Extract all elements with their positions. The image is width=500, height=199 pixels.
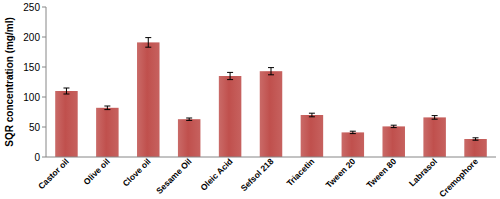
error-stem	[311, 113, 312, 117]
bars	[55, 38, 487, 157]
error-stem	[66, 88, 67, 94]
x-tick-label: Cremophore	[437, 156, 480, 199]
error-cap	[473, 140, 479, 141]
error-cap	[432, 115, 438, 116]
y-tick-label: 150	[23, 62, 40, 73]
error-bar	[63, 88, 69, 94]
x-tick-label: Tween 80	[364, 156, 398, 190]
x-tick-label: Oleic Acid	[198, 156, 234, 192]
error-cap	[473, 137, 479, 138]
error-bar	[391, 125, 397, 127]
x-tick-label: Olive oil	[81, 156, 111, 186]
error-stem	[148, 38, 149, 48]
error-cap	[104, 109, 110, 110]
bar	[219, 76, 242, 157]
y-tick-label: 200	[23, 32, 40, 43]
error-stem	[271, 68, 272, 75]
error-bar	[432, 116, 438, 120]
error-cap	[309, 116, 315, 117]
error-bar	[350, 131, 356, 133]
bar	[55, 91, 78, 157]
bar	[423, 117, 446, 157]
x-tick-label: Sefsol 218	[239, 156, 276, 193]
error-cap	[350, 131, 356, 132]
error-cap	[186, 118, 192, 119]
x-tick-label: Triacetin	[285, 156, 317, 188]
error-bar	[309, 113, 315, 117]
x-tick-label: Tween 20	[324, 156, 358, 190]
error-stem	[434, 116, 435, 120]
error-cap	[104, 106, 110, 107]
bar	[260, 71, 283, 157]
error-cap	[63, 88, 69, 89]
y-tick	[42, 97, 46, 98]
bar	[464, 139, 487, 157]
error-cap	[350, 133, 356, 134]
x-tick-label: Sesame Oil	[154, 156, 193, 195]
error-cap	[145, 47, 151, 48]
error-cap	[391, 127, 397, 128]
bar	[137, 42, 160, 157]
y-tick	[42, 67, 46, 68]
chart: 0 50 100 150 200 250 SQR concentration (mg/ml)…	[0, 0, 500, 199]
error-cap	[309, 113, 315, 114]
y-tick	[42, 127, 46, 128]
error-cap	[268, 74, 274, 75]
y-tick-label: 100	[23, 92, 40, 103]
error-cap	[145, 37, 151, 38]
error-bar	[145, 38, 151, 48]
x-tick-label: Labrasol	[407, 156, 439, 188]
x-tick-label: Clove oil	[121, 156, 153, 188]
error-bar	[268, 68, 274, 75]
error-stem	[107, 106, 108, 110]
error-cap	[391, 125, 397, 126]
bar	[342, 132, 365, 157]
y-tick	[42, 7, 46, 8]
error-cap	[227, 79, 233, 80]
y-tick	[42, 157, 46, 158]
error-bar	[186, 118, 192, 120]
error-cap	[227, 72, 233, 73]
x-axis	[46, 157, 496, 158]
error-cap	[186, 120, 192, 121]
error-cap	[268, 67, 274, 68]
error-cap	[63, 94, 69, 95]
error-bar	[227, 72, 233, 79]
bar	[178, 119, 201, 157]
error-cap	[432, 119, 438, 120]
y-tick-label: 250	[23, 2, 40, 13]
error-stem	[230, 72, 231, 79]
y-axis-label: SQR concentration (mg/ml)	[4, 17, 15, 146]
y-tick	[42, 37, 46, 38]
bar	[382, 126, 405, 157]
x-tick-label: Castor oil	[36, 156, 71, 191]
error-bar	[104, 106, 110, 110]
error-bar	[473, 138, 479, 140]
y-axis	[46, 7, 47, 157]
bar	[96, 108, 119, 157]
y-tick-label: 0	[34, 152, 40, 163]
bar	[301, 115, 324, 157]
y-tick-label: 50	[29, 122, 41, 133]
